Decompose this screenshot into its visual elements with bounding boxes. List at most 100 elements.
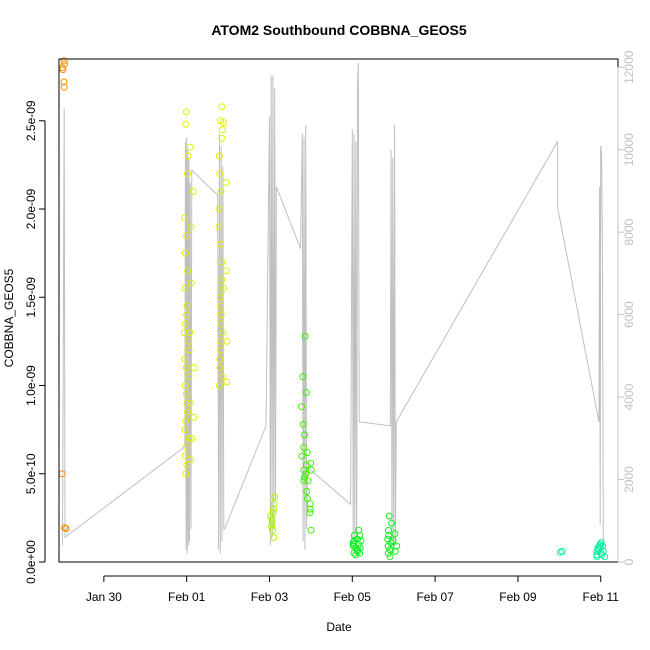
- data-point: [215, 152, 223, 160]
- data-point: [184, 170, 191, 178]
- data-point: [184, 152, 192, 160]
- data-point: [302, 470, 310, 478]
- data-point: [185, 337, 193, 345]
- data-point: [189, 187, 197, 195]
- data-point: [215, 382, 223, 389]
- data-point: [384, 542, 392, 550]
- data-point: [62, 525, 70, 532]
- data-point: [307, 526, 315, 534]
- data-point: [384, 526, 392, 534]
- data-point: [270, 533, 278, 541]
- right-tick-label: 10000: [622, 133, 636, 167]
- data-point: [217, 346, 225, 354]
- data-point: [599, 542, 607, 550]
- left-tick-label: 1.0e-09: [24, 365, 38, 406]
- data-point: [385, 512, 393, 520]
- left-tick-label: 2.5e-09: [24, 100, 38, 141]
- right-tick-label: 6000: [622, 301, 636, 328]
- data-point: [181, 249, 189, 257]
- data-point: [217, 320, 225, 328]
- chart-title: ATOM2 Southbound COBBNA_GEOS5: [211, 22, 467, 38]
- data-point: [301, 332, 309, 340]
- data-point: [304, 477, 312, 485]
- data-point: [267, 512, 275, 520]
- left-tick-label: 1.5e-09: [24, 277, 38, 318]
- data-point: [356, 532, 364, 539]
- data-point: [181, 382, 189, 389]
- data-point: [271, 493, 279, 501]
- data-point: [298, 403, 305, 411]
- data-point: [299, 420, 307, 428]
- data-point: [187, 399, 194, 407]
- data-point: [217, 240, 225, 248]
- data-point: [357, 537, 365, 545]
- data-point: [187, 223, 195, 231]
- data-point: [182, 108, 190, 116]
- data-point: [181, 452, 189, 460]
- data-point: [184, 267, 191, 275]
- data-point: [186, 143, 194, 151]
- data-point: [306, 509, 314, 517]
- data-point: [187, 279, 195, 287]
- data-point: [384, 549, 392, 557]
- data-point: [181, 426, 189, 434]
- series-green: [298, 332, 315, 534]
- data-point: [219, 126, 226, 134]
- right-tick-label: 8000: [622, 218, 636, 245]
- data-point: [303, 449, 311, 457]
- data-point: [185, 373, 193, 381]
- x-axis-label: Date: [326, 620, 352, 634]
- data-point: [184, 408, 191, 416]
- series-teal: [556, 539, 609, 561]
- data-point: [190, 413, 198, 421]
- data-point: [187, 456, 194, 464]
- data-point: [218, 258, 226, 266]
- data-point: [60, 78, 68, 86]
- data-point: [183, 302, 191, 310]
- data-point: [182, 417, 190, 425]
- data-point: [355, 540, 363, 548]
- data-point: [216, 293, 224, 301]
- data-point: [217, 302, 225, 310]
- right-axis: 0 2000 4000 6000 8000 10000 12000: [617, 50, 636, 565]
- data-point: [182, 443, 190, 451]
- data-point: [268, 519, 276, 527]
- data-point: [299, 373, 307, 381]
- right-tick-label: 0: [622, 558, 636, 565]
- data-point: [300, 473, 308, 481]
- data-point: [268, 526, 276, 534]
- data-point: [356, 549, 364, 557]
- data-point: [355, 526, 363, 534]
- data-point: [185, 435, 193, 442]
- data-point: [218, 134, 226, 142]
- data-point: [182, 364, 190, 372]
- data-point: [593, 553, 601, 561]
- data-point: [218, 276, 226, 284]
- left-tick-label: 2.0e-09: [24, 188, 38, 229]
- data-point: [302, 389, 310, 397]
- data-point: [223, 337, 231, 345]
- data-point: [597, 539, 605, 547]
- data-point: [220, 119, 227, 126]
- series-yellow_green: [267, 493, 279, 541]
- data-point: [186, 329, 194, 337]
- data-point: [216, 170, 224, 178]
- right-tick-label: 12000: [622, 50, 636, 84]
- data-point: [307, 466, 315, 474]
- data-point: [300, 443, 308, 451]
- data-point: [268, 523, 275, 531]
- data-point: [385, 532, 393, 539]
- series-bright_green: [349, 512, 401, 561]
- altitude-line: [62, 63, 604, 554]
- bottom-tick-label: Feb 03: [251, 590, 289, 604]
- plot-frame: [58, 58, 619, 563]
- data-point: [223, 378, 231, 386]
- data-point: [303, 487, 311, 495]
- data-point: [307, 459, 315, 467]
- data-point: [386, 553, 394, 561]
- data-point: [306, 500, 314, 508]
- data-point: [219, 329, 227, 337]
- data-point: [556, 548, 564, 556]
- data-point: [352, 551, 360, 559]
- data-point: [356, 544, 364, 552]
